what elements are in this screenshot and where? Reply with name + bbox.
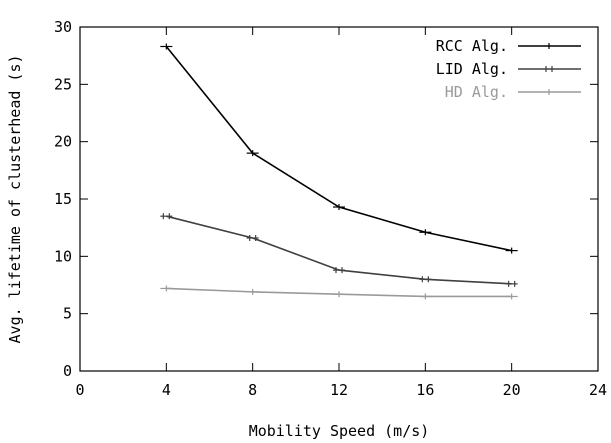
y-tick-label: 0 <box>63 362 72 380</box>
y-axis-label: Avg. lifetime of clusterhead (s) <box>6 55 24 344</box>
data-point <box>160 43 173 50</box>
x-tick-label: 4 <box>162 381 171 399</box>
data-point <box>333 291 345 298</box>
series-line-1 <box>166 215 512 285</box>
x-tick-label: 24 <box>589 381 607 399</box>
y-tick-label: 25 <box>54 75 72 93</box>
x-tick-label: 8 <box>248 381 257 399</box>
legend-label: LID Alg. <box>436 60 508 78</box>
y-tick-label: 15 <box>54 190 72 208</box>
data-point <box>419 293 432 300</box>
legend-label: HD Alg. <box>445 83 508 101</box>
x-axis-label: Mobility Speed (m/s) <box>249 422 430 440</box>
data-point <box>160 285 173 292</box>
data-point <box>160 213 173 220</box>
data-point <box>419 229 432 236</box>
data-point <box>246 234 259 241</box>
y-tick-label: 10 <box>54 247 72 265</box>
y-tick-label: 20 <box>54 133 72 151</box>
legend: RCC Alg. LID Alg. HD Alg. <box>436 37 581 101</box>
legend-label: RCC Alg. <box>436 37 508 55</box>
data-point <box>333 267 345 274</box>
series-layer <box>160 43 518 300</box>
x-tick-label: 12 <box>330 381 348 399</box>
y-tick-label: 5 <box>63 305 72 323</box>
plot-frame <box>79 26 599 372</box>
data-point <box>505 280 518 287</box>
y-axis: 0 5 10 15 20 25 30 <box>54 18 598 380</box>
x-tick-label: 0 <box>75 381 84 399</box>
x-tick-label: 16 <box>416 381 434 399</box>
data-point <box>505 247 518 254</box>
data-point <box>246 288 259 295</box>
data-point <box>419 276 432 283</box>
y-tick-label: 30 <box>54 18 72 36</box>
data-point <box>505 293 518 300</box>
x-tick-label: 20 <box>503 381 521 399</box>
x-axis: 0 4 8 12 16 20 24 <box>75 27 607 399</box>
data-point <box>333 204 345 211</box>
data-point <box>246 150 259 157</box>
